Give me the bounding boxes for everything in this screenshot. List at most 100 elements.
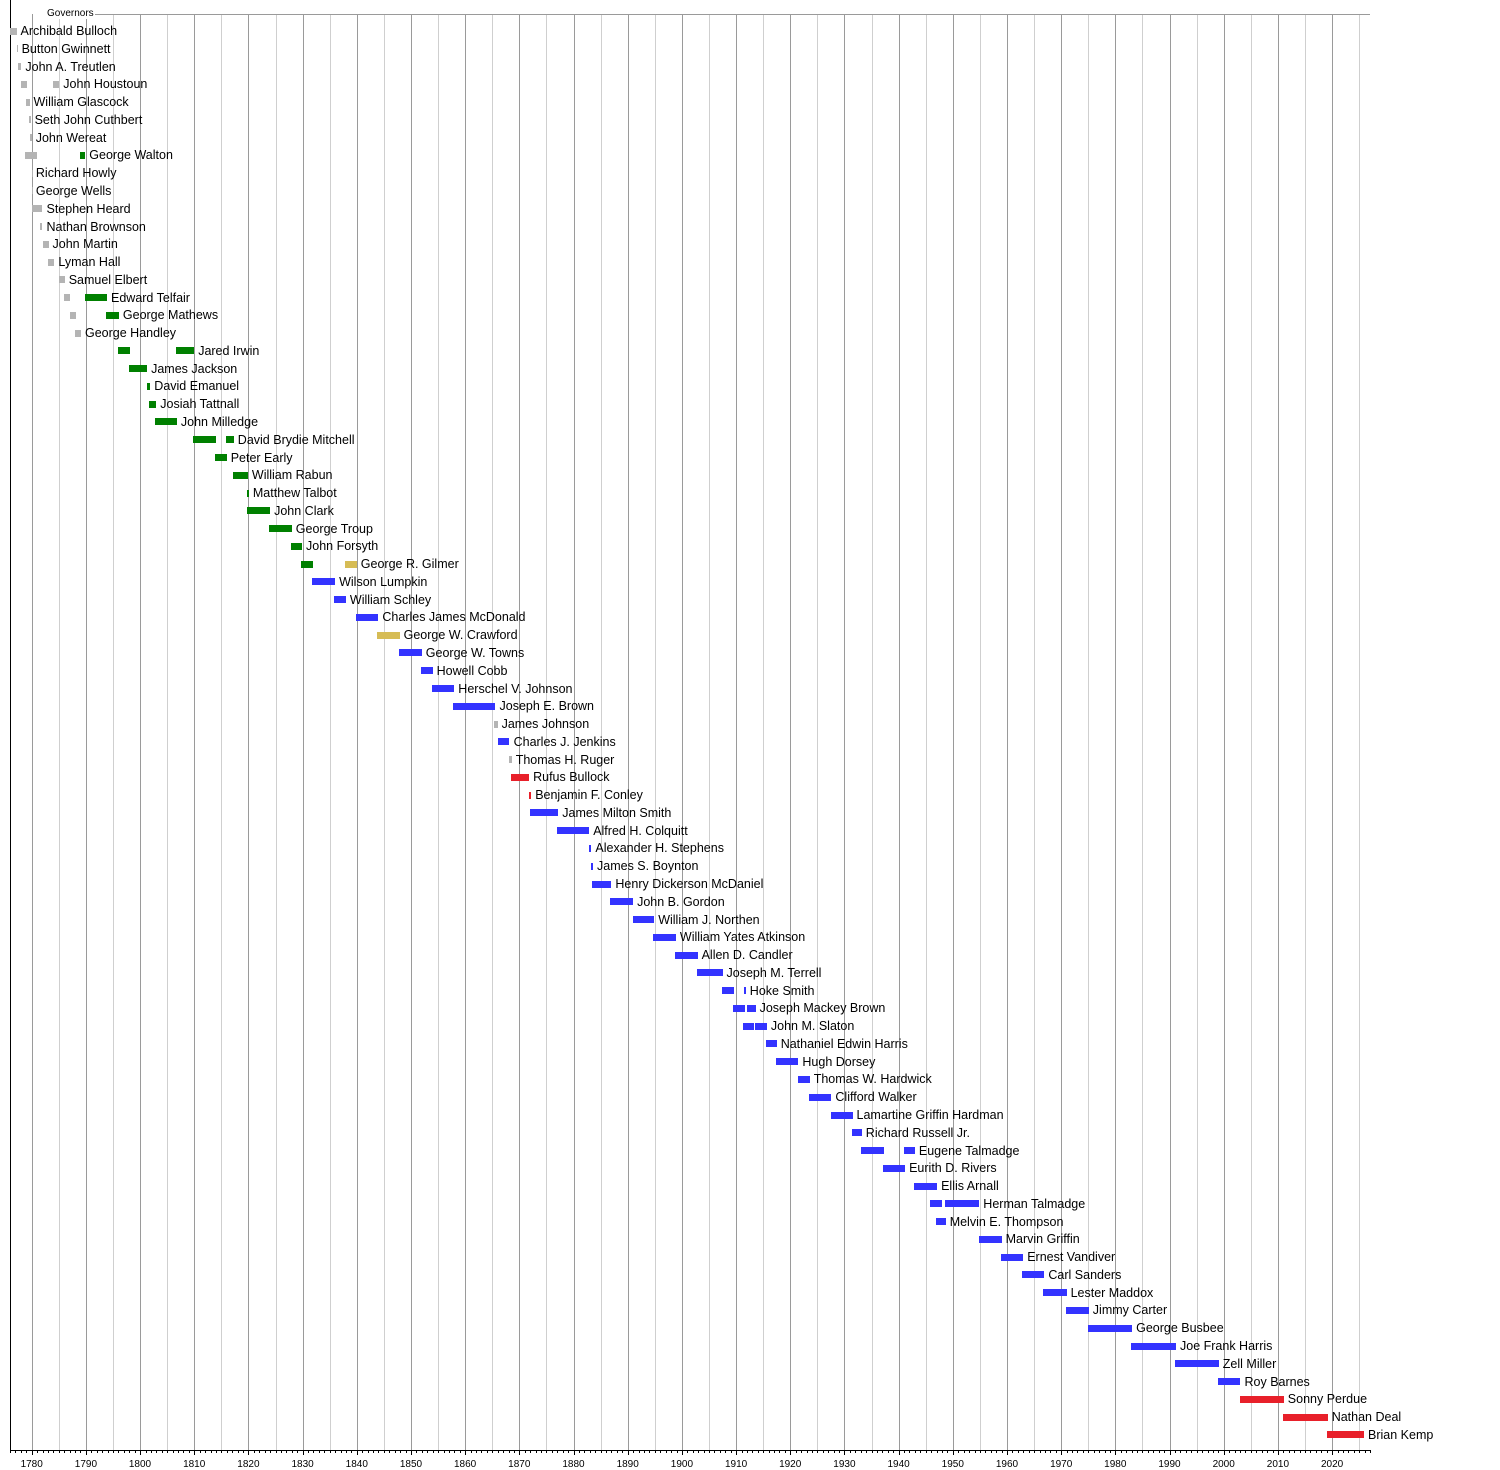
x-tick-label: 1980 [1104, 1459, 1127, 1470]
x-tick [719, 1450, 721, 1453]
term-bar [1217, 1378, 1241, 1385]
x-tick [952, 1450, 954, 1455]
term-bar [1066, 1306, 1089, 1314]
term-bar [146, 382, 151, 390]
term-bar [510, 773, 530, 781]
x-tick [1218, 1450, 1220, 1453]
governor-label: Eugene Talmadge [918, 1143, 1020, 1158]
governor-label: Charles James McDonald [382, 610, 526, 625]
x-tick [167, 1450, 169, 1453]
governor-label: Nathaniel Edwin Harris [780, 1036, 908, 1051]
x-tick [692, 1450, 694, 1453]
x-tick [1229, 1450, 1231, 1453]
x-tick [774, 1450, 775, 1453]
x-tick [438, 1450, 439, 1453]
gridline [411, 14, 412, 1450]
gridline [1142, 14, 1144, 1450]
x-tick [1353, 1450, 1355, 1453]
x-tick [963, 1450, 965, 1453]
x-tick [1153, 1450, 1155, 1453]
term-bar [106, 311, 119, 319]
x-tick [681, 1450, 683, 1455]
term-bar [214, 454, 227, 461]
x-tick [118, 1450, 120, 1453]
x-tick [958, 1450, 960, 1453]
x-tick [752, 1450, 754, 1453]
x-tick [665, 1450, 667, 1453]
x-tick [215, 1450, 217, 1453]
x-tick [291, 1450, 293, 1453]
governor-label: Howell Cobb [436, 663, 508, 678]
term-bar [20, 80, 28, 88]
gridline [1007, 14, 1008, 1450]
x-tick [432, 1450, 434, 1453]
x-tick [1174, 1450, 1176, 1453]
x-tick [1283, 1450, 1285, 1453]
x-tick [1277, 1450, 1279, 1455]
governor-label: Lamartine Griffin Hardman [856, 1108, 1004, 1122]
term-bar [610, 898, 634, 906]
x-tick [1370, 1450, 1371, 1453]
x-tick [329, 1450, 331, 1453]
x-tick [904, 1450, 905, 1453]
governor-label: Stephen Heard [46, 201, 131, 216]
x-tick-label: 1800 [128, 1459, 152, 1470]
x-tick-label: 1990 [1158, 1459, 1181, 1470]
x-tick [931, 1450, 933, 1453]
x-tick [259, 1450, 261, 1453]
x-tick [551, 1450, 553, 1453]
gridline [1223, 14, 1225, 1450]
x-tick [243, 1450, 244, 1453]
x-tick [1348, 1450, 1350, 1453]
term-bar [674, 951, 698, 959]
governor-label: Eurith D. Rivers [909, 1161, 997, 1176]
term-bar [80, 151, 86, 159]
gridline [248, 14, 250, 1450]
term-bar [851, 1129, 862, 1137]
x-tick [1044, 1450, 1046, 1453]
x-axis-line [10, 1450, 1370, 1451]
x-tick [1126, 1450, 1128, 1453]
term-bar [1282, 1413, 1328, 1421]
x-tick [654, 1450, 656, 1453]
gridline [356, 14, 358, 1450]
x-tick [1115, 1450, 1117, 1455]
x-tick [362, 1450, 364, 1453]
x-tick [443, 1450, 445, 1453]
term-bar [149, 400, 157, 408]
x-tick-label: 1840 [345, 1459, 368, 1470]
x-tick [465, 1450, 467, 1455]
gridline [1088, 14, 1090, 1450]
term-bar [1240, 1395, 1284, 1403]
x-tick [85, 1450, 87, 1455]
term-bar [269, 525, 292, 533]
x-tick-label: 1890 [616, 1459, 639, 1470]
x-tick [1028, 1450, 1030, 1453]
term-bar [233, 471, 248, 479]
x-tick-label: 1860 [453, 1459, 477, 1470]
governor-label: James Johnson [501, 717, 590, 731]
governor-label: John Clark [274, 503, 334, 518]
x-tick [1207, 1450, 1209, 1453]
gridline [465, 14, 467, 1450]
x-tick-label: 1880 [562, 1459, 585, 1470]
x-tick [914, 1450, 916, 1453]
term-bar [10, 27, 17, 35]
x-tick [1164, 1450, 1166, 1453]
governor-label: John Wereat [35, 130, 107, 145]
x-tick-label: 1960 [995, 1459, 1019, 1470]
x-tick [335, 1450, 337, 1453]
term-bar [591, 880, 612, 888]
x-tick [324, 1450, 326, 1453]
x-tick [828, 1450, 830, 1453]
term-bar [58, 276, 65, 284]
term-bar [29, 116, 31, 124]
x-tick [1180, 1450, 1182, 1453]
governor-label: James Jackson [151, 361, 238, 376]
x-tick [134, 1450, 136, 1453]
x-tick [470, 1450, 472, 1453]
x-tick [1088, 1450, 1090, 1453]
x-tick [15, 1450, 17, 1453]
governor-label: George Wells [35, 183, 112, 198]
x-tick [37, 1450, 39, 1453]
